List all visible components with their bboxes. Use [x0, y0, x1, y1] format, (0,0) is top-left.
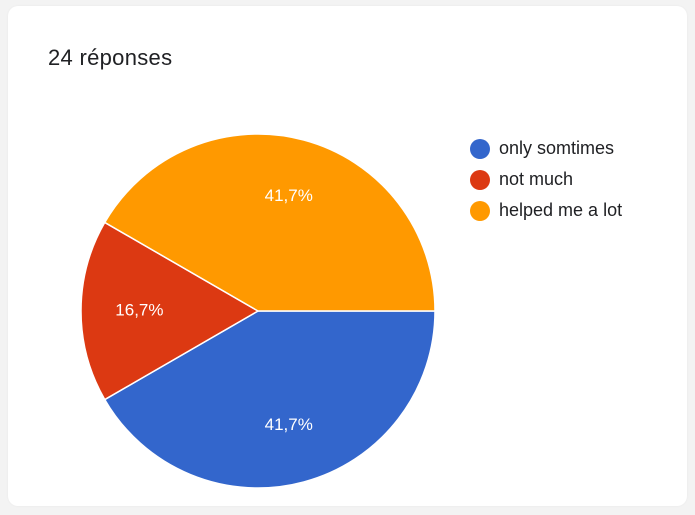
- pie-slices: [80, 133, 436, 489]
- legend-swatch-not-much: [470, 169, 490, 190]
- chart-card: 24 réponses 41,7% 16,7% 41,7% only somtime…: [8, 6, 687, 506]
- legend-label-only-somtimes: only somtimes: [499, 138, 615, 158]
- pie-slice-labels: 41,7% 16,7% 41,7%: [115, 186, 313, 434]
- slice-value-label-only-somtimes: 41,7%: [265, 415, 313, 434]
- slice-value-label-helped-me-a-lot: 41,7%: [265, 186, 313, 205]
- pie-slice-helped-me-a-lot[interactable]: [103, 133, 436, 312]
- legend-item-not-much[interactable]: not much: [470, 164, 622, 195]
- chart-legend: only somtimes not much helped me a lot: [470, 133, 622, 226]
- legend-swatch-only-somtimes: [470, 138, 490, 159]
- pie-chart: 41,7% 16,7% 41,7%: [80, 133, 436, 489]
- pie-slice-not-much[interactable]: [80, 221, 260, 401]
- legend-swatch-helped-me-a-lot: [470, 200, 490, 221]
- response-count: 24 réponses: [48, 45, 173, 70]
- legend-item-only-somtimes[interactable]: only somtimes: [470, 133, 622, 164]
- legend-item-helped-me-a-lot[interactable]: helped me a lot: [470, 195, 622, 226]
- pie-slice-only-somtimes[interactable]: [103, 310, 436, 489]
- legend-label-not-much: not much: [499, 169, 574, 189]
- legend-label-helped-me-a-lot: helped me a lot: [499, 200, 623, 220]
- slice-value-label-not-much: 16,7%: [115, 300, 163, 319]
